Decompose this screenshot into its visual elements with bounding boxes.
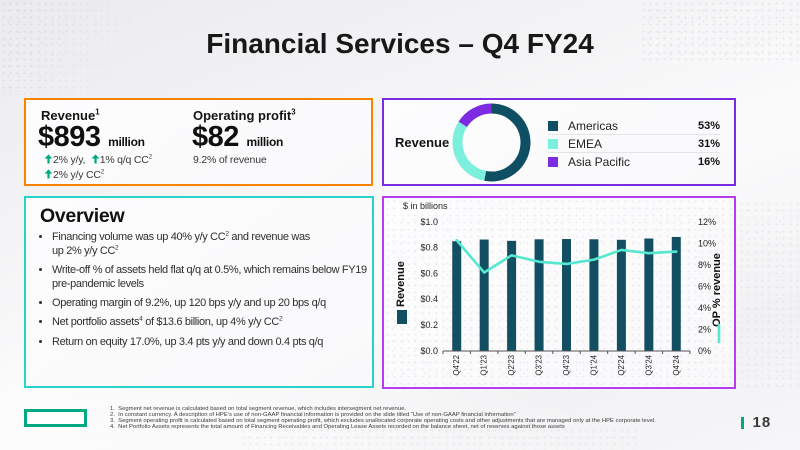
svg-text:$0.8: $0.8 [420,242,438,252]
svg-text:$0.0: $0.0 [420,345,438,355]
svg-text:10%: 10% [698,238,716,248]
svg-text:$0.2: $0.2 [420,320,438,330]
svg-text:Q3'24: Q3'24 [644,354,653,375]
svg-text:2%: 2% [698,324,711,334]
svg-text:Q3'23: Q3'23 [534,355,543,376]
svg-text:Revenue: Revenue [395,261,407,307]
svg-text:$ in billions: $ in billions [403,201,448,211]
svg-text:Q4'24: Q4'24 [671,354,680,375]
svg-text:Q2'23: Q2'23 [507,355,516,376]
svg-text:4%: 4% [698,302,711,312]
svg-text:$1.0: $1.0 [420,216,438,226]
svg-text:$0.6: $0.6 [420,268,438,278]
svg-text:OP % revenue: OP % revenue [711,253,723,327]
svg-text:Q2'24: Q2'24 [616,354,625,375]
svg-text:Q4'22: Q4'22 [452,355,461,376]
svg-text:Q1'24: Q1'24 [589,354,598,375]
svg-text:$0.4: $0.4 [420,294,438,304]
svg-text:0%: 0% [698,345,711,355]
svg-text:12%: 12% [698,216,716,226]
svg-text:Q1'23: Q1'23 [479,355,488,376]
svg-text:Q4'23: Q4'23 [562,355,571,376]
svg-text:8%: 8% [698,259,711,269]
svg-text:6%: 6% [698,281,711,291]
